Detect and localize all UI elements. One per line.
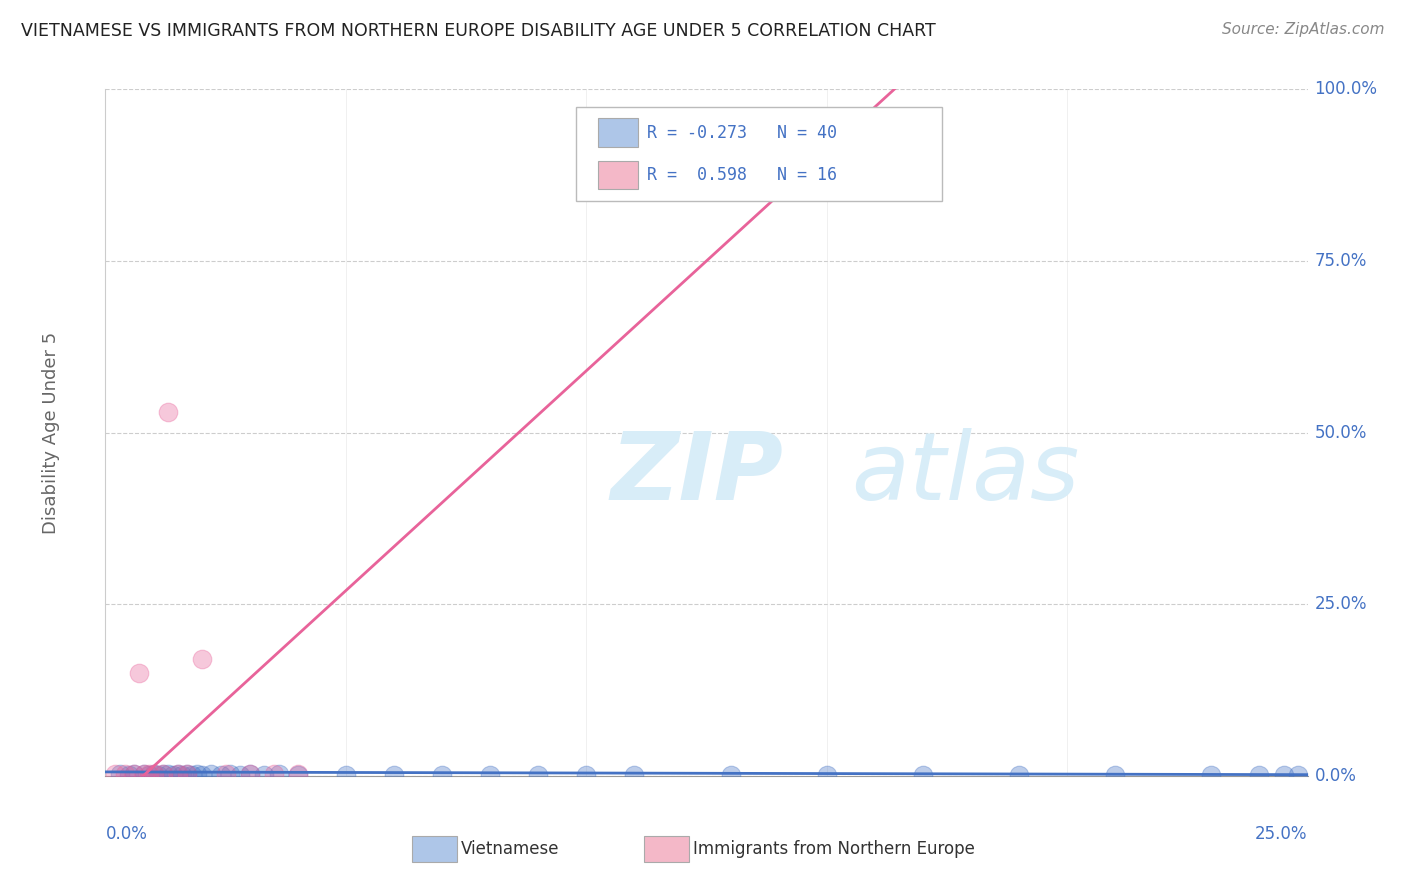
- Point: [166, 767, 188, 781]
- Text: 25.0%: 25.0%: [1256, 825, 1308, 843]
- Point: [253, 767, 276, 781]
- Point: [287, 767, 309, 781]
- Point: [104, 767, 127, 781]
- Text: 0.0%: 0.0%: [105, 825, 148, 843]
- Point: [1201, 767, 1223, 781]
- Point: [200, 767, 222, 781]
- Point: [172, 767, 194, 781]
- Point: [382, 767, 405, 781]
- Point: [239, 767, 262, 781]
- Point: [176, 767, 198, 781]
- Point: [815, 767, 838, 781]
- Point: [1249, 767, 1271, 781]
- Text: 50.0%: 50.0%: [1315, 424, 1367, 442]
- Point: [138, 767, 160, 781]
- Point: [1272, 767, 1295, 781]
- Point: [430, 767, 453, 781]
- Point: [1286, 767, 1309, 781]
- Text: 75.0%: 75.0%: [1315, 252, 1367, 270]
- Point: [138, 767, 160, 781]
- Point: [527, 767, 550, 781]
- Point: [1008, 767, 1031, 781]
- Point: [287, 767, 309, 781]
- Text: 0.0%: 0.0%: [1315, 767, 1357, 785]
- Text: atlas: atlas: [851, 428, 1078, 519]
- Point: [162, 767, 184, 781]
- Text: Source: ZipAtlas.com: Source: ZipAtlas.com: [1222, 22, 1385, 37]
- Point: [335, 767, 357, 781]
- Point: [720, 767, 742, 781]
- Point: [152, 767, 174, 781]
- Point: [209, 767, 232, 781]
- Point: [132, 767, 155, 781]
- Point: [124, 767, 146, 781]
- Point: [114, 767, 136, 781]
- Point: [128, 665, 150, 680]
- Point: [623, 767, 645, 781]
- Text: VIETNAMESE VS IMMIGRANTS FROM NORTHERN EUROPE DISABILITY AGE UNDER 5 CORRELATION: VIETNAMESE VS IMMIGRANTS FROM NORTHERN E…: [21, 22, 936, 40]
- Point: [190, 767, 212, 781]
- Point: [267, 767, 290, 781]
- Point: [118, 767, 141, 781]
- Point: [142, 767, 165, 781]
- Point: [911, 767, 934, 781]
- Text: Immigrants from Northern Europe: Immigrants from Northern Europe: [693, 840, 974, 858]
- Point: [176, 767, 198, 781]
- Point: [152, 767, 174, 781]
- Point: [108, 767, 131, 781]
- Point: [263, 767, 285, 781]
- Point: [190, 652, 212, 666]
- Text: R = -0.273   N = 40: R = -0.273 N = 40: [647, 124, 837, 142]
- Point: [186, 767, 208, 781]
- Point: [214, 767, 236, 781]
- Point: [124, 767, 146, 781]
- Text: Vietnamese: Vietnamese: [461, 840, 560, 858]
- Point: [132, 767, 155, 781]
- Point: [1104, 767, 1126, 781]
- Point: [142, 767, 165, 781]
- Point: [166, 767, 188, 781]
- Text: 100.0%: 100.0%: [1315, 80, 1378, 98]
- Point: [156, 405, 179, 419]
- Point: [229, 767, 252, 781]
- Text: Disability Age Under 5: Disability Age Under 5: [42, 332, 60, 533]
- Point: [156, 767, 179, 781]
- Point: [575, 767, 598, 781]
- Point: [239, 767, 262, 781]
- Point: [181, 767, 204, 781]
- Point: [479, 767, 502, 781]
- Text: ZIP: ZIP: [610, 428, 783, 520]
- Text: R =  0.598   N = 16: R = 0.598 N = 16: [647, 166, 837, 184]
- Text: 25.0%: 25.0%: [1315, 595, 1367, 614]
- Point: [148, 767, 170, 781]
- Point: [219, 767, 242, 781]
